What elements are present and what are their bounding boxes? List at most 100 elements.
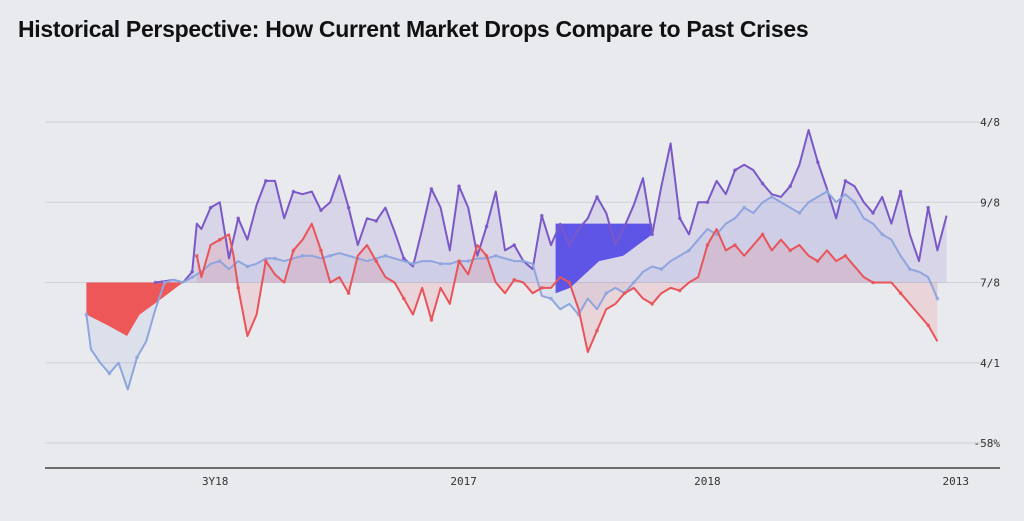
data-point (540, 286, 544, 290)
data-point (567, 280, 572, 285)
data-point (935, 296, 940, 301)
y-tick-label: -58% (974, 437, 1001, 450)
data-point (650, 302, 654, 306)
data-point (880, 232, 884, 237)
data-point (871, 211, 875, 215)
data-point (402, 296, 406, 301)
data-point (162, 280, 167, 285)
series-area (196, 223, 938, 353)
data-point (218, 259, 222, 263)
data-point (429, 187, 434, 191)
data-point (383, 253, 388, 258)
data-point (843, 253, 848, 258)
data-point (264, 259, 268, 263)
data-point (195, 253, 199, 258)
data-point (760, 181, 765, 186)
data-point (687, 248, 691, 253)
data-point (622, 291, 627, 296)
data-point (760, 232, 765, 237)
data-point (788, 184, 792, 188)
data-point (319, 208, 323, 213)
data-point (622, 224, 627, 229)
data-point (788, 248, 792, 253)
data-point (632, 280, 636, 285)
series-line (155, 129, 948, 284)
data-point (852, 200, 857, 205)
data-point (346, 205, 351, 210)
data-point (705, 243, 710, 247)
data-point (319, 248, 323, 253)
data-point (816, 160, 820, 164)
data-point (438, 261, 443, 266)
data-point (659, 267, 664, 271)
data-point (825, 189, 829, 194)
data-point (190, 275, 194, 279)
series-line (85, 190, 939, 391)
data-point (484, 253, 489, 258)
data-point (190, 270, 194, 274)
data-point (466, 259, 471, 263)
data-point (908, 267, 912, 271)
data-point (457, 259, 461, 263)
data-point (402, 256, 406, 261)
data-point (273, 256, 277, 261)
data-point (208, 205, 213, 210)
data-point (84, 312, 89, 317)
data-point (926, 323, 930, 328)
series-area (86, 191, 938, 390)
data-point (742, 205, 746, 210)
data-point (521, 259, 526, 263)
data-point (429, 318, 434, 322)
y-tick-label: 9/8 (980, 196, 1000, 209)
data-point (328, 253, 333, 258)
data-point (871, 280, 875, 285)
y-tick-label: 4/1 (980, 357, 1000, 370)
y-tick-label: 7/8 (980, 277, 1000, 290)
data-point (264, 179, 268, 183)
data-point (494, 253, 498, 258)
axes: 4/8 9/8 7/8 4/1 -58% 3Y18 2017 2018 2013 (45, 116, 1000, 488)
data-point (540, 213, 544, 218)
data-point (300, 253, 305, 258)
data-point (650, 232, 654, 237)
data-point (291, 248, 296, 253)
data-point (898, 189, 903, 194)
data-point (549, 296, 553, 301)
data-point (604, 291, 608, 296)
x-tick-label: 2017 (450, 475, 477, 488)
data-point (236, 216, 240, 221)
data-point (512, 243, 516, 247)
data-point (733, 168, 737, 172)
data-point (291, 189, 296, 194)
data-point (926, 205, 930, 210)
data-point (797, 211, 802, 215)
data-point (705, 200, 710, 205)
data-point (898, 291, 903, 296)
data-point (678, 216, 682, 221)
data-point (678, 288, 682, 293)
data-point (843, 179, 848, 183)
data-point (457, 184, 461, 188)
data-point (770, 195, 774, 199)
shaded-regions (86, 223, 653, 336)
data-point (816, 259, 820, 263)
data-point (595, 328, 599, 333)
data-point (153, 280, 158, 285)
data-point (374, 219, 379, 223)
data-point (374, 259, 379, 263)
series-line (195, 222, 939, 354)
chart-title: Historical Perspective: How Current Mark… (18, 16, 809, 42)
data-point (107, 371, 112, 376)
shaded-region-1 (555, 223, 653, 294)
data-point (135, 355, 139, 360)
x-tick-label: 3Y18 (202, 475, 229, 488)
x-tick-label: 2013 (943, 475, 970, 488)
data-point (218, 237, 222, 242)
y-tick-label: 4/8 (980, 116, 1000, 129)
data-point (245, 264, 250, 269)
data-point (595, 195, 599, 199)
data-point (236, 286, 240, 290)
x-tick-label: 2018 (694, 475, 721, 488)
shaded-region-0 (86, 282, 183, 336)
